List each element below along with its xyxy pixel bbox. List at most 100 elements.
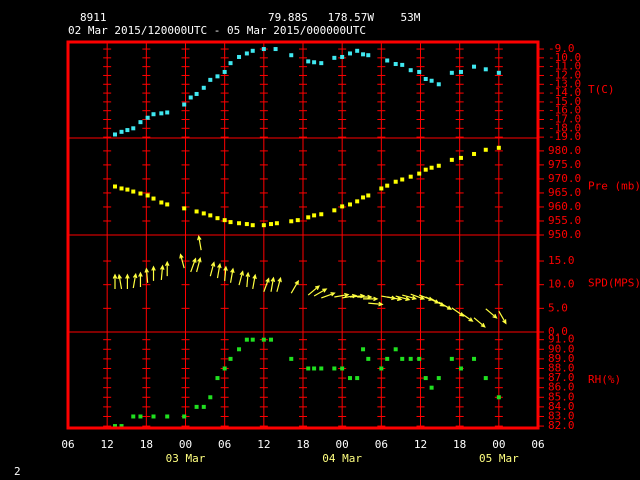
x-tick-label: 18 xyxy=(140,438,153,451)
data-point xyxy=(138,414,143,419)
y-tick-label: 89.0 xyxy=(548,352,575,365)
data-point xyxy=(145,115,150,120)
wind-arrow xyxy=(190,257,197,273)
data-point xyxy=(182,206,187,211)
wind-arrow xyxy=(132,272,138,289)
data-point xyxy=(306,215,311,220)
y-tick-label: 90.0 xyxy=(548,342,575,355)
y-tick-label: 10.0 xyxy=(548,278,575,291)
data-point xyxy=(400,356,405,361)
data-point xyxy=(261,223,266,228)
data-point xyxy=(366,53,371,58)
wind-arrow xyxy=(473,317,486,328)
data-point xyxy=(417,69,422,74)
wind-arrow xyxy=(229,267,235,283)
wind-arrow xyxy=(357,294,373,300)
y-tick-label: 15.0 xyxy=(548,254,575,267)
data-point xyxy=(261,337,266,342)
y-tick-label: 88.0 xyxy=(548,361,575,374)
y-tick-label: 91.0 xyxy=(548,333,575,346)
data-point xyxy=(119,186,124,191)
data-point xyxy=(319,366,324,371)
wind-arrow xyxy=(125,273,130,289)
data-point xyxy=(244,337,249,342)
x-tick-label: 18 xyxy=(296,438,309,451)
data-point xyxy=(355,48,360,53)
y-tick-label: 84.0 xyxy=(548,400,575,413)
y-tick-label: -15.0 xyxy=(548,95,581,108)
data-point xyxy=(319,212,324,217)
wind-arrow xyxy=(387,296,403,302)
station-location: 79.88S 178.57W 53M xyxy=(268,11,421,24)
wind-arrow xyxy=(117,273,123,290)
wind-arrow xyxy=(196,257,202,273)
data-point xyxy=(289,53,294,58)
data-point xyxy=(159,200,164,205)
wind-arrow xyxy=(368,301,384,307)
x-tick-label: 06 xyxy=(218,438,231,451)
wind-arrow xyxy=(276,276,282,292)
data-point xyxy=(244,51,249,56)
data-point xyxy=(340,366,345,371)
y-tick-label: 970.0 xyxy=(548,172,581,185)
wind-arrow xyxy=(151,265,156,281)
plot-frame xyxy=(66,40,540,430)
wind-arrow xyxy=(270,276,276,292)
y-tick-label: -12.0 xyxy=(548,68,581,81)
data-point xyxy=(269,337,274,342)
wind-arrow xyxy=(144,267,149,283)
y-tick-label: 980.0 xyxy=(548,144,581,157)
date-label: 05 Mar xyxy=(479,452,519,465)
data-point xyxy=(472,151,477,156)
data-point xyxy=(250,337,255,342)
y-tick-label: -10.0 xyxy=(548,51,581,64)
data-point xyxy=(393,179,398,184)
data-point xyxy=(449,70,454,75)
x-tick-label: 06 xyxy=(61,438,74,451)
wind-arrow xyxy=(138,271,143,288)
date-label: 04 Mar xyxy=(322,452,362,465)
y-tick-label: -14.0 xyxy=(548,86,581,99)
data-point xyxy=(408,68,413,73)
data-point xyxy=(194,91,199,96)
data-point xyxy=(436,163,441,168)
y-tick-label: -13.0 xyxy=(548,77,581,90)
y-tick-label: 960.0 xyxy=(548,200,581,213)
data-point xyxy=(379,366,384,371)
page-number: 2 xyxy=(14,465,21,478)
data-point xyxy=(250,48,255,53)
data-point xyxy=(113,424,117,429)
y-axis-label: Pre (mb) xyxy=(588,180,640,193)
data-point xyxy=(250,223,255,228)
data-point xyxy=(228,220,233,225)
data-point xyxy=(194,209,199,214)
wind-arrow xyxy=(438,301,453,310)
wind-arrow xyxy=(410,293,426,300)
data-point xyxy=(113,132,117,137)
wind-arrow xyxy=(238,270,244,286)
data-point xyxy=(496,395,501,400)
data-point xyxy=(312,213,317,218)
data-point xyxy=(165,414,170,419)
y-tick-label: 85.0 xyxy=(548,390,575,403)
y-tick-label: 86.0 xyxy=(548,381,575,394)
y-tick-label: 5.0 xyxy=(548,301,568,314)
y-tick-label: -16.0 xyxy=(548,104,581,117)
data-point xyxy=(113,184,117,189)
data-point xyxy=(222,218,227,223)
data-point xyxy=(429,78,434,83)
data-point xyxy=(182,102,187,107)
data-point xyxy=(244,222,249,227)
wind-arrow xyxy=(179,253,185,269)
data-point xyxy=(312,366,317,371)
data-point xyxy=(119,424,124,429)
data-point xyxy=(312,60,317,65)
data-point xyxy=(151,112,156,117)
x-tick-label: 12 xyxy=(257,438,270,451)
data-point xyxy=(458,69,463,74)
data-point xyxy=(208,213,213,218)
data-point xyxy=(222,69,227,74)
data-point xyxy=(361,195,366,200)
wind-arrow xyxy=(395,295,411,302)
